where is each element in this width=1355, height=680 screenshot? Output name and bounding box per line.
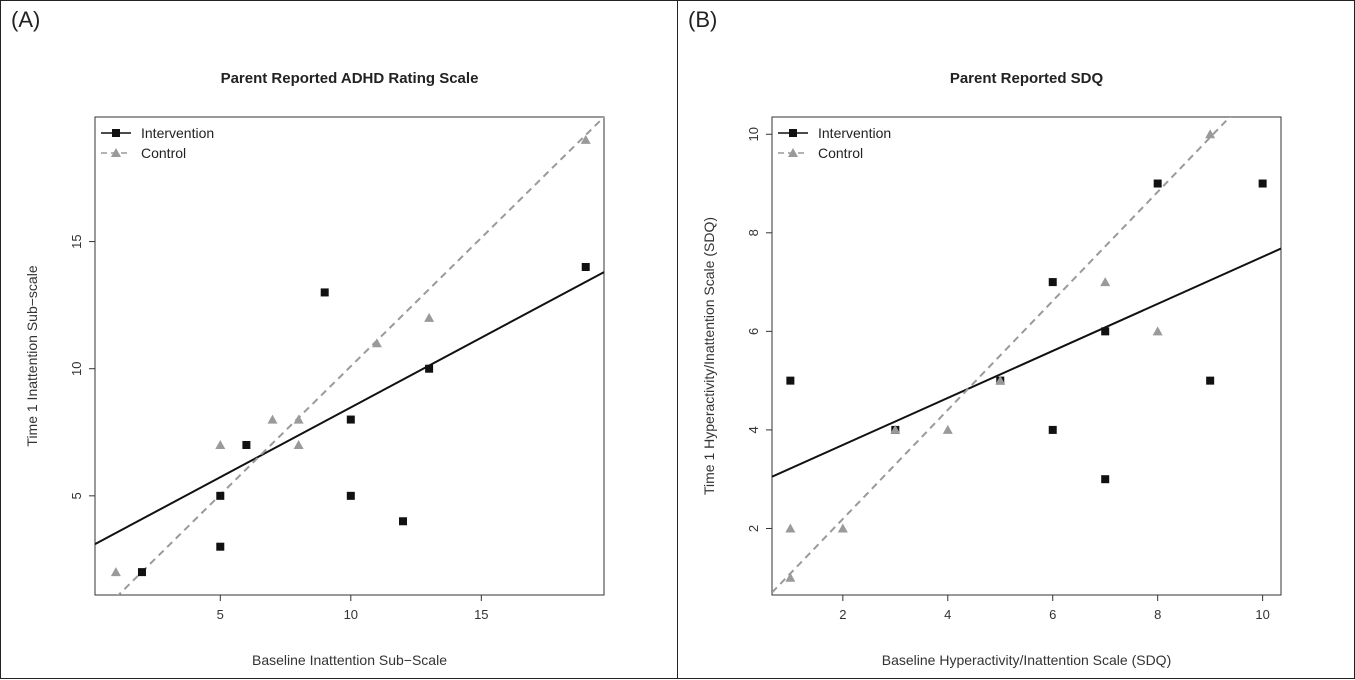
x-tick-label: 2 (839, 607, 846, 622)
data-point-control (267, 414, 278, 424)
y-tick-label: 2 (746, 525, 761, 532)
data-point-control (785, 572, 796, 582)
plot-frame (771, 116, 1282, 596)
data-point-intervention (1206, 376, 1215, 385)
chart-a: Parent Reported ADHD Rating Scale 5 10 15 5 1… (24, 70, 605, 668)
y-tick-label: 10 (746, 127, 761, 141)
legend-marker (111, 148, 121, 157)
x-tick-label: 10 (344, 607, 358, 622)
data-point-intervention (216, 542, 225, 551)
y-tick-label: 10 (69, 361, 84, 375)
legend-label: Intervention (141, 125, 214, 141)
data-point-control (371, 338, 382, 348)
chart-b: Parent Reported SDQ 2 4 6 8 10 2 4 6 8 10 Baseline … (701, 70, 1282, 668)
chart-title: Parent Reported ADHD Rating Scale (221, 70, 479, 87)
data-point-control (785, 523, 796, 533)
fit-line-intervention (95, 271, 604, 546)
x-tick-label: 8 (1154, 607, 1161, 622)
panel-b: (B) Parent Reported SDQ 2 4 6 8 10 2 4 6 8 10 Basel… (677, 0, 1355, 679)
data-point-intervention (242, 440, 251, 449)
data-point-intervention (346, 415, 355, 424)
y-tick-label: 8 (746, 229, 761, 236)
data-point-control (1152, 326, 1163, 336)
y-tick-label: 15 (69, 234, 84, 248)
data-point-intervention (1153, 179, 1162, 188)
data-point-intervention (786, 376, 795, 385)
legend: Intervention Control (778, 125, 891, 161)
legend-marker (789, 129, 797, 137)
y-tick-label: 6 (746, 328, 761, 335)
fit-line-control (117, 117, 604, 595)
data-point-intervention (425, 364, 434, 373)
legend: Intervention Control (101, 125, 214, 161)
data-point-intervention (320, 288, 329, 297)
x-tick-label: 5 (217, 607, 224, 622)
y-tick-label: 5 (69, 492, 84, 499)
data-point-intervention (1101, 327, 1110, 336)
data-point-control (110, 567, 121, 577)
data-point-intervention (346, 491, 355, 500)
panel-a: (A) Parent Reported ADHD Rating Scale 5 10… (0, 0, 678, 679)
data-point-intervention (1048, 278, 1057, 287)
data-point-control (995, 375, 1006, 385)
x-axis-label: Baseline Inattention Sub−Scale (252, 652, 447, 668)
data-point-control (424, 312, 435, 322)
data-point-control (580, 134, 591, 144)
fit-line-control (772, 117, 1232, 594)
data-point-intervention (1048, 425, 1057, 434)
legend-label: Intervention (818, 125, 891, 141)
y-axis-label: Time 1 Hyperactivity/Inattention Scale (… (701, 217, 717, 495)
chart-title: Parent Reported SDQ (950, 70, 1104, 87)
legend-label: Control (141, 145, 186, 161)
y-axis-label: Time 1 Inattention Sub−scale (24, 265, 40, 446)
y-tick-label: 4 (746, 426, 761, 433)
x-tick-label: 15 (474, 607, 488, 622)
fit-lines (772, 117, 1281, 594)
fit-line-intervention (772, 247, 1281, 478)
data-point-intervention (1101, 475, 1110, 484)
data-point-control (293, 439, 304, 449)
legend-label: Control (818, 145, 863, 161)
data-point-control (837, 523, 848, 533)
data-point-control (1100, 277, 1111, 287)
data-point-intervention (581, 263, 590, 272)
data-point-intervention (216, 491, 225, 500)
x-axis-label: Baseline Hyperactivity/Inattention Scale… (882, 652, 1171, 668)
x-tick-label: 10 (1255, 607, 1269, 622)
data-point-control (215, 439, 226, 449)
data-point-intervention (399, 517, 408, 526)
data-point-control (890, 424, 901, 434)
data-point-control (293, 414, 304, 424)
plot-frame (94, 116, 605, 596)
x-tick-label: 4 (944, 607, 951, 622)
legend-marker (112, 129, 120, 137)
data-point-control (942, 424, 953, 434)
data-point-intervention (137, 568, 146, 577)
panel-label: (B) (688, 7, 718, 32)
panel-label: (A) (11, 7, 41, 32)
data-point-intervention (1258, 179, 1267, 188)
legend-marker (788, 148, 798, 157)
data-point-control (1205, 129, 1216, 139)
fit-lines (95, 117, 604, 595)
x-tick-label: 6 (1049, 607, 1056, 622)
